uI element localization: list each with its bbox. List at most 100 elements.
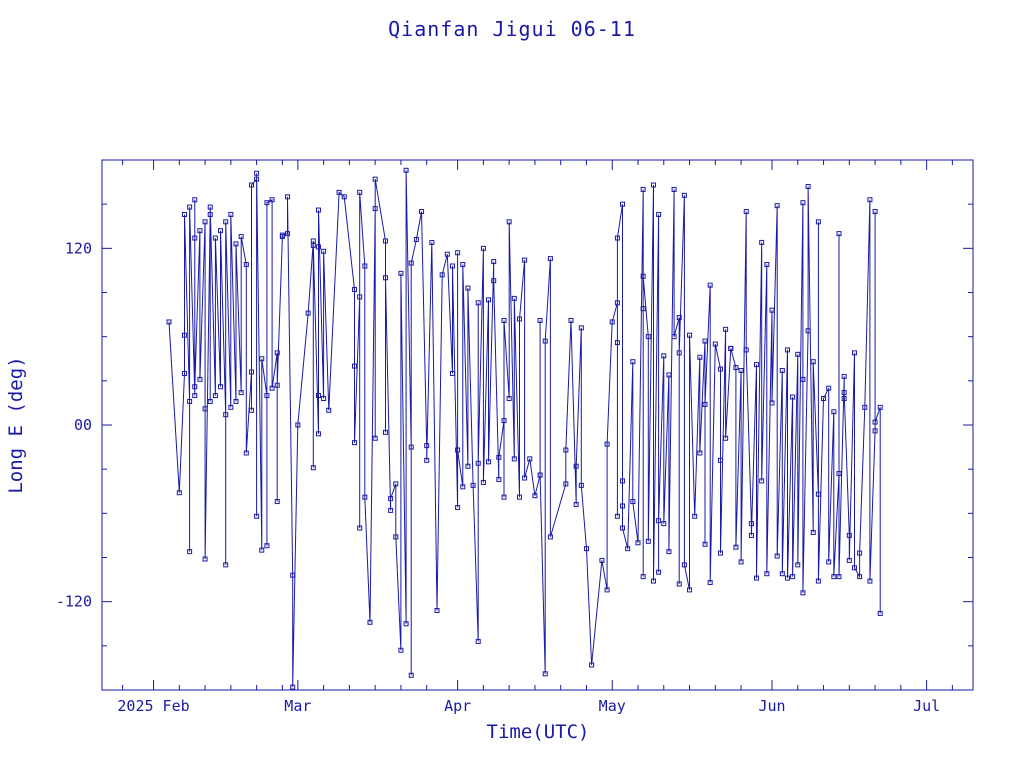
data-point xyxy=(290,684,296,690)
y-tick-label: 00 xyxy=(74,416,92,434)
data-point xyxy=(341,194,347,200)
data-point xyxy=(790,394,796,400)
data-point xyxy=(697,450,703,456)
x-tick-label: May xyxy=(599,697,626,715)
data-point xyxy=(687,587,693,593)
data-point xyxy=(779,368,785,374)
data-point xyxy=(382,238,388,244)
data-point xyxy=(604,441,610,447)
data-point xyxy=(779,571,785,577)
data-point xyxy=(259,547,265,553)
data-point xyxy=(630,359,636,365)
data-point xyxy=(393,481,399,487)
data-point xyxy=(681,192,687,198)
data-point xyxy=(419,209,425,215)
data-point xyxy=(181,211,187,217)
data-point xyxy=(166,319,172,325)
data-point xyxy=(496,454,502,460)
data-point xyxy=(238,390,244,396)
data-point xyxy=(759,239,765,245)
data-point xyxy=(841,373,847,379)
data-point xyxy=(851,350,857,356)
data-point xyxy=(269,385,275,391)
data-point xyxy=(470,482,476,488)
data-point xyxy=(398,270,404,276)
data-point xyxy=(645,334,651,340)
data-point xyxy=(223,562,229,568)
data-point xyxy=(228,211,234,217)
data-point xyxy=(614,235,620,241)
x-axis-tick-labels: 2025 Feb Mar Apr May Jun Jul xyxy=(117,697,940,715)
data-point xyxy=(815,219,821,225)
data-point xyxy=(640,306,646,312)
data-point xyxy=(614,340,620,346)
data-point xyxy=(620,201,626,207)
data-point xyxy=(202,406,208,412)
data-point xyxy=(872,419,878,425)
data-point xyxy=(573,463,579,469)
data-point xyxy=(372,176,378,182)
data-point xyxy=(877,404,883,410)
data-point xyxy=(841,390,847,396)
data-point xyxy=(692,513,698,519)
data-point xyxy=(243,262,249,268)
y-tick-label: 120 xyxy=(65,239,92,257)
data-point xyxy=(181,370,187,376)
data-point xyxy=(506,396,512,401)
data-point xyxy=(738,368,744,374)
data-point xyxy=(398,647,404,653)
data-point xyxy=(455,447,461,453)
data-point xyxy=(295,422,301,428)
data-point xyxy=(310,242,316,248)
data-point xyxy=(248,182,254,188)
data-point xyxy=(367,619,373,625)
data-point xyxy=(424,457,430,463)
data-point xyxy=(228,404,234,410)
data-point xyxy=(223,412,229,418)
data-point xyxy=(254,176,260,182)
data-point xyxy=(465,463,471,469)
data-point xyxy=(388,496,394,502)
data-point xyxy=(372,206,378,212)
data-point xyxy=(285,194,291,200)
data-point xyxy=(815,491,821,497)
data-point xyxy=(800,590,806,596)
data-point xyxy=(408,444,414,450)
data-point xyxy=(743,209,749,215)
data-point xyxy=(408,672,414,678)
data-point xyxy=(661,521,667,527)
y-axis-tick-labels: 120 00 -120 xyxy=(56,239,92,610)
x-tick-label: Jun xyxy=(758,697,785,715)
data-point xyxy=(315,431,321,437)
data-point xyxy=(810,529,816,535)
data-point xyxy=(218,228,224,234)
data-point xyxy=(676,315,682,321)
data-point xyxy=(315,244,321,250)
data-point xyxy=(212,393,218,399)
data-point xyxy=(207,211,213,217)
data-point xyxy=(872,209,878,215)
data-point xyxy=(362,263,368,269)
data-point xyxy=(434,608,440,613)
data-point xyxy=(563,481,569,487)
data-point xyxy=(815,578,821,584)
plot-area xyxy=(166,167,883,690)
data-point xyxy=(388,507,394,513)
data-point xyxy=(800,200,806,206)
data-point xyxy=(264,543,270,549)
data-point xyxy=(475,638,481,644)
data-point xyxy=(310,465,316,471)
data-point xyxy=(321,248,327,254)
data-point xyxy=(352,440,358,446)
data-point xyxy=(790,574,796,580)
data-point xyxy=(326,407,332,413)
data-point xyxy=(382,429,388,435)
data-point xyxy=(218,384,224,390)
data-point xyxy=(748,532,754,538)
data-point xyxy=(676,350,682,356)
data-point xyxy=(666,549,672,555)
data-point xyxy=(754,575,760,581)
data-point xyxy=(774,553,780,559)
plot-frame xyxy=(101,159,974,691)
data-point xyxy=(717,366,723,372)
